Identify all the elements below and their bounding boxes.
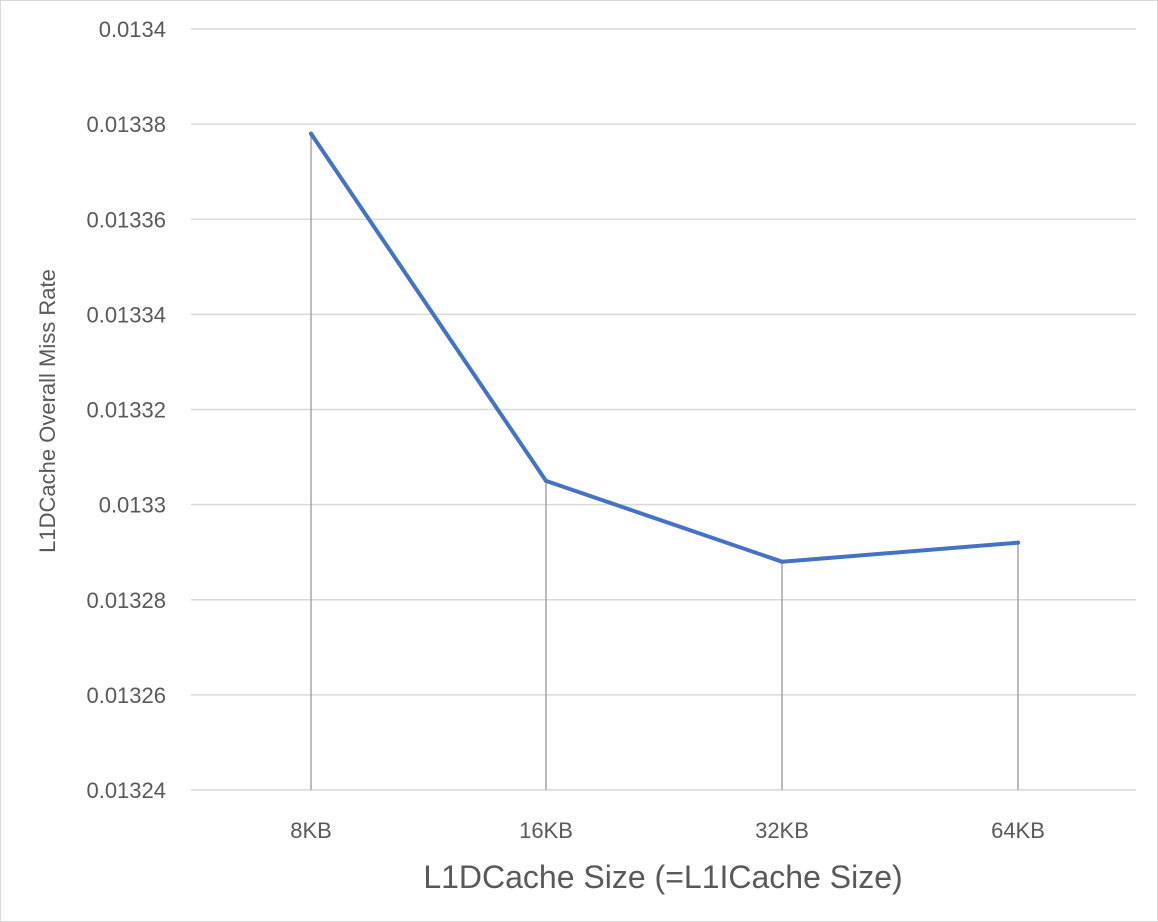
y-axis-title: L1DCache Overall Miss Rate xyxy=(35,269,60,553)
y-tick-label: 0.01334 xyxy=(86,302,166,327)
x-tick-label: 8KB xyxy=(290,818,332,843)
y-tick-label: 0.01332 xyxy=(86,398,166,423)
x-tick-label: 16KB xyxy=(519,818,573,843)
data-point xyxy=(1016,540,1020,545)
data-point xyxy=(780,559,784,564)
series-layer xyxy=(309,131,1020,564)
y-tick-label: 0.01338 xyxy=(86,112,166,137)
y-tick-label: 0.01336 xyxy=(86,207,166,232)
x-tick-label: 64KB xyxy=(991,818,1045,843)
x-tick-labels: 8KB 16KB 32KB 64KB xyxy=(290,818,1045,843)
y-tick-label: 0.01328 xyxy=(86,588,166,613)
y-tick-label: 0.0134 xyxy=(99,17,166,42)
y-tick-labels: 0.01324 0.01326 0.01328 0.0133 0.01332 0.0133… xyxy=(86,17,166,803)
data-point xyxy=(544,478,548,483)
y-tick-label: 0.01326 xyxy=(86,683,166,708)
data-point xyxy=(309,131,313,136)
drop-lines xyxy=(310,133,1019,790)
grid-lines xyxy=(191,28,1136,791)
y-tick-label: 0.0133 xyxy=(99,493,166,518)
series-line xyxy=(309,131,1020,564)
x-tick-label: 32KB xyxy=(755,818,809,843)
y-tick-label: 0.01324 xyxy=(86,778,166,803)
x-axis-title: L1DCache Size (=L1ICache Size) xyxy=(423,859,902,895)
